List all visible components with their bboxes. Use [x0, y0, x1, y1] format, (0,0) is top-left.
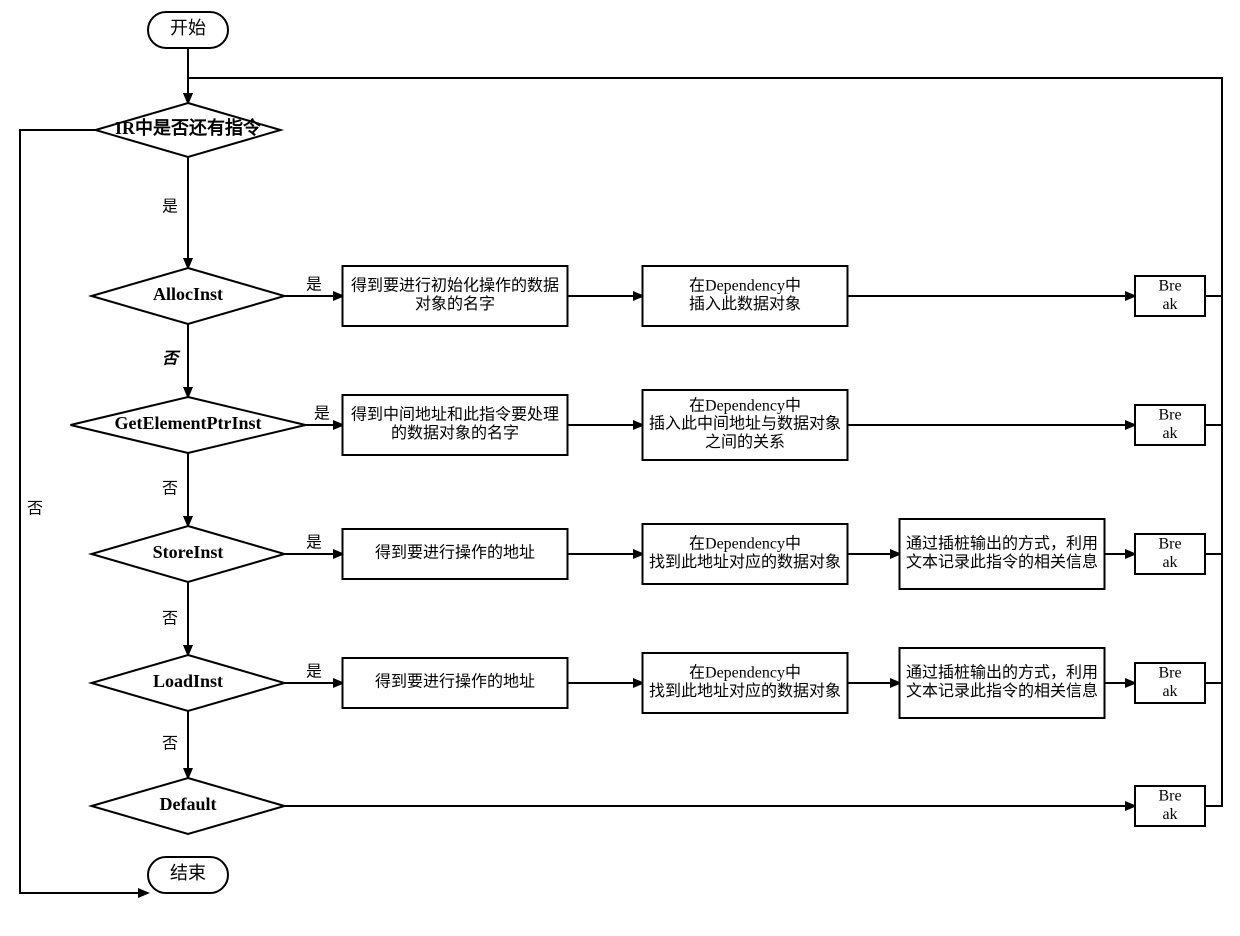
node-label: Bre: [1158, 535, 1181, 552]
node-label: Bre: [1158, 406, 1181, 423]
node-label: 找到此地址对应的数据对象: [649, 552, 841, 571]
node-label: 结束: [170, 863, 206, 883]
edge-label: 否: [162, 481, 178, 498]
node-label: 找到此地址对应的数据对象: [649, 681, 841, 700]
node-label: Bre: [1158, 277, 1181, 294]
edge-label: 是: [306, 664, 322, 681]
node-label: 得到中间地址和此指令要处理: [351, 405, 559, 423]
node-label: ak: [1162, 806, 1177, 823]
node-label: Bre: [1158, 787, 1181, 804]
node-label: AllocInst: [153, 284, 223, 304]
edge-label: 是: [306, 535, 322, 552]
node-label: ak: [1162, 683, 1177, 700]
node-label: 之间的关系: [705, 433, 785, 451]
node-label: 得到要进行操作的地址: [375, 544, 535, 562]
node-label: 对象的名字: [415, 295, 495, 313]
node-label: ak: [1162, 554, 1177, 571]
node-label: 文本记录此指令的相关信息: [906, 682, 1098, 700]
node-label: ak: [1162, 296, 1177, 313]
node-label: 插入此中间地址与数据对象: [649, 415, 841, 433]
node-label: LoadInst: [153, 671, 223, 691]
node-label: 在Dependency中: [689, 396, 801, 414]
edge-label: 是: [162, 199, 178, 216]
edge-label: 否: [27, 501, 43, 518]
node-label: 在Dependency中: [689, 534, 801, 552]
node-label: ak: [1162, 425, 1177, 442]
edge-label: 是: [306, 277, 322, 294]
node-label: 插入此数据对象: [689, 295, 801, 313]
node-label: 文本记录此指令的相关信息: [906, 553, 1098, 571]
node-label: 在Dependency中: [689, 276, 801, 294]
edge-label: 否: [162, 611, 178, 628]
node-label: StoreInst: [153, 542, 224, 562]
node-label: 通过插桩输出的方式，利用: [906, 663, 1098, 681]
edge-label: 是: [314, 406, 330, 423]
node-label: 开始: [170, 18, 206, 38]
node-label: IR中是否还有指令: [115, 117, 262, 138]
node-label: GetElementPtrInst: [115, 413, 262, 433]
node-label: 的数据对象的名字: [391, 424, 519, 442]
node-label: 得到要进行操作的地址: [375, 673, 535, 691]
node-label: Bre: [1158, 664, 1181, 681]
node-label: Default: [160, 794, 217, 814]
node-label: 得到要进行初始化操作的数据: [351, 276, 559, 294]
node-label: 通过插桩输出的方式，利用: [906, 534, 1098, 552]
node-label: 在Dependency中: [689, 663, 801, 681]
edge-label: 否: [162, 736, 178, 753]
